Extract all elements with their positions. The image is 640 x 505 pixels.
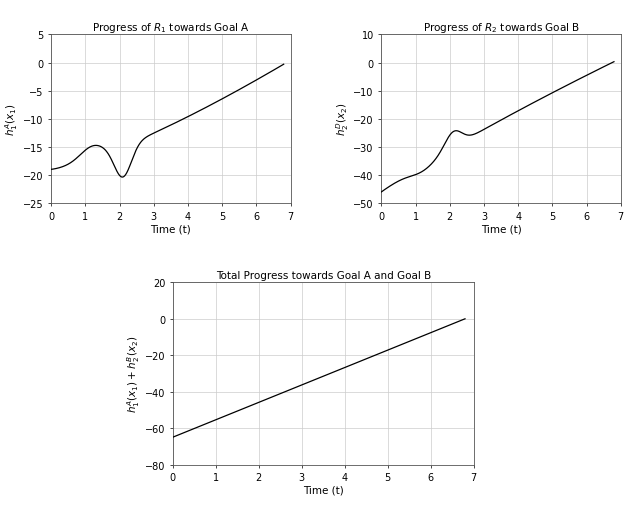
Title: Progress of $R_2$ towards Goal B: Progress of $R_2$ towards Goal B <box>422 21 580 35</box>
X-axis label: Time (t): Time (t) <box>481 224 522 234</box>
Title: Total Progress towards Goal A and Goal B: Total Progress towards Goal A and Goal B <box>216 271 431 281</box>
X-axis label: Time (t): Time (t) <box>150 224 191 234</box>
Y-axis label: $h_1^A(x_1) + h_2^B(x_2)$: $h_1^A(x_1) + h_2^B(x_2)$ <box>125 335 142 412</box>
X-axis label: Time (t): Time (t) <box>303 485 344 495</box>
Title: Progress of $R_1$ towards Goal A: Progress of $R_1$ towards Goal A <box>92 21 250 35</box>
Y-axis label: $h_1^A(x_1)$: $h_1^A(x_1)$ <box>3 103 20 136</box>
Y-axis label: $h_2^D(x_2)$: $h_2^D(x_2)$ <box>333 103 351 136</box>
